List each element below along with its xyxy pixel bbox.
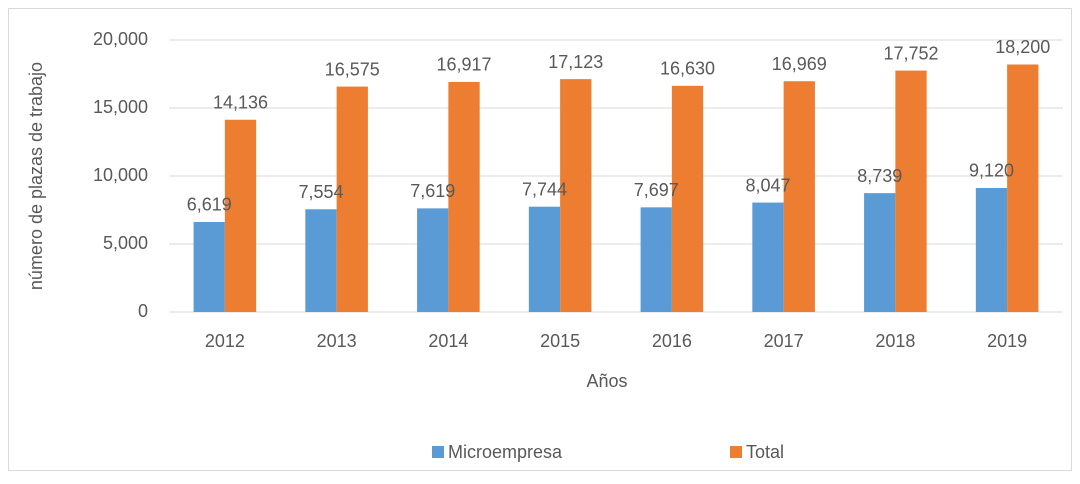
y-tick-label: 10,000 xyxy=(93,165,148,185)
legend-label: Total xyxy=(746,442,784,462)
y-tick-label: 5,000 xyxy=(103,233,148,253)
bar xyxy=(417,208,449,312)
data-label: 17,123 xyxy=(548,52,603,72)
bar xyxy=(560,79,592,312)
bar xyxy=(864,193,896,312)
data-label: 8,047 xyxy=(745,175,790,195)
data-label: 8,739 xyxy=(857,166,902,186)
bar xyxy=(671,85,704,312)
data-label: 17,752 xyxy=(883,43,938,63)
bar xyxy=(305,209,337,312)
x-tick-label: 2018 xyxy=(875,331,915,351)
x-tick-label: 2013 xyxy=(317,331,357,351)
bar xyxy=(895,70,927,312)
bar xyxy=(193,221,225,312)
data-label: 16,575 xyxy=(325,59,380,79)
x-tick-label: 2012 xyxy=(205,331,245,351)
bar xyxy=(336,86,368,312)
legend-swatch xyxy=(730,446,742,458)
data-label: 6,619 xyxy=(187,195,232,215)
legend-label: Microempresa xyxy=(448,442,563,462)
bar xyxy=(783,81,815,312)
bar xyxy=(448,81,480,312)
data-label: 7,619 xyxy=(410,181,455,201)
bar xyxy=(752,202,784,312)
bar xyxy=(640,207,672,312)
x-tick-label: 2014 xyxy=(428,331,468,351)
data-label: 7,744 xyxy=(522,179,567,199)
y-axis-title: número de plazas de trabajo xyxy=(26,62,46,290)
data-label: 9,120 xyxy=(969,161,1014,181)
data-label: 16,630 xyxy=(660,59,715,79)
y-tick-label: 20,000 xyxy=(93,29,148,49)
y-tick-label: 0 xyxy=(138,301,148,321)
data-label: 14,136 xyxy=(213,93,268,113)
x-tick-label: 2017 xyxy=(764,331,804,351)
bar xyxy=(528,206,561,312)
data-label: 7,697 xyxy=(634,180,679,200)
legend-swatch xyxy=(432,446,444,458)
data-label: 16,969 xyxy=(772,54,827,74)
data-label: 18,200 xyxy=(995,37,1050,57)
data-label: 7,554 xyxy=(298,182,343,202)
x-tick-label: 2019 xyxy=(987,331,1027,351)
x-tick-label: 2016 xyxy=(652,331,692,351)
bar xyxy=(975,187,1008,312)
x-axis-title: Años xyxy=(586,371,627,391)
y-tick-label: 15,000 xyxy=(93,97,148,117)
bar xyxy=(224,119,257,312)
data-label: 16,917 xyxy=(436,55,491,75)
x-tick-label: 2015 xyxy=(540,331,580,351)
bar xyxy=(1007,64,1039,312)
